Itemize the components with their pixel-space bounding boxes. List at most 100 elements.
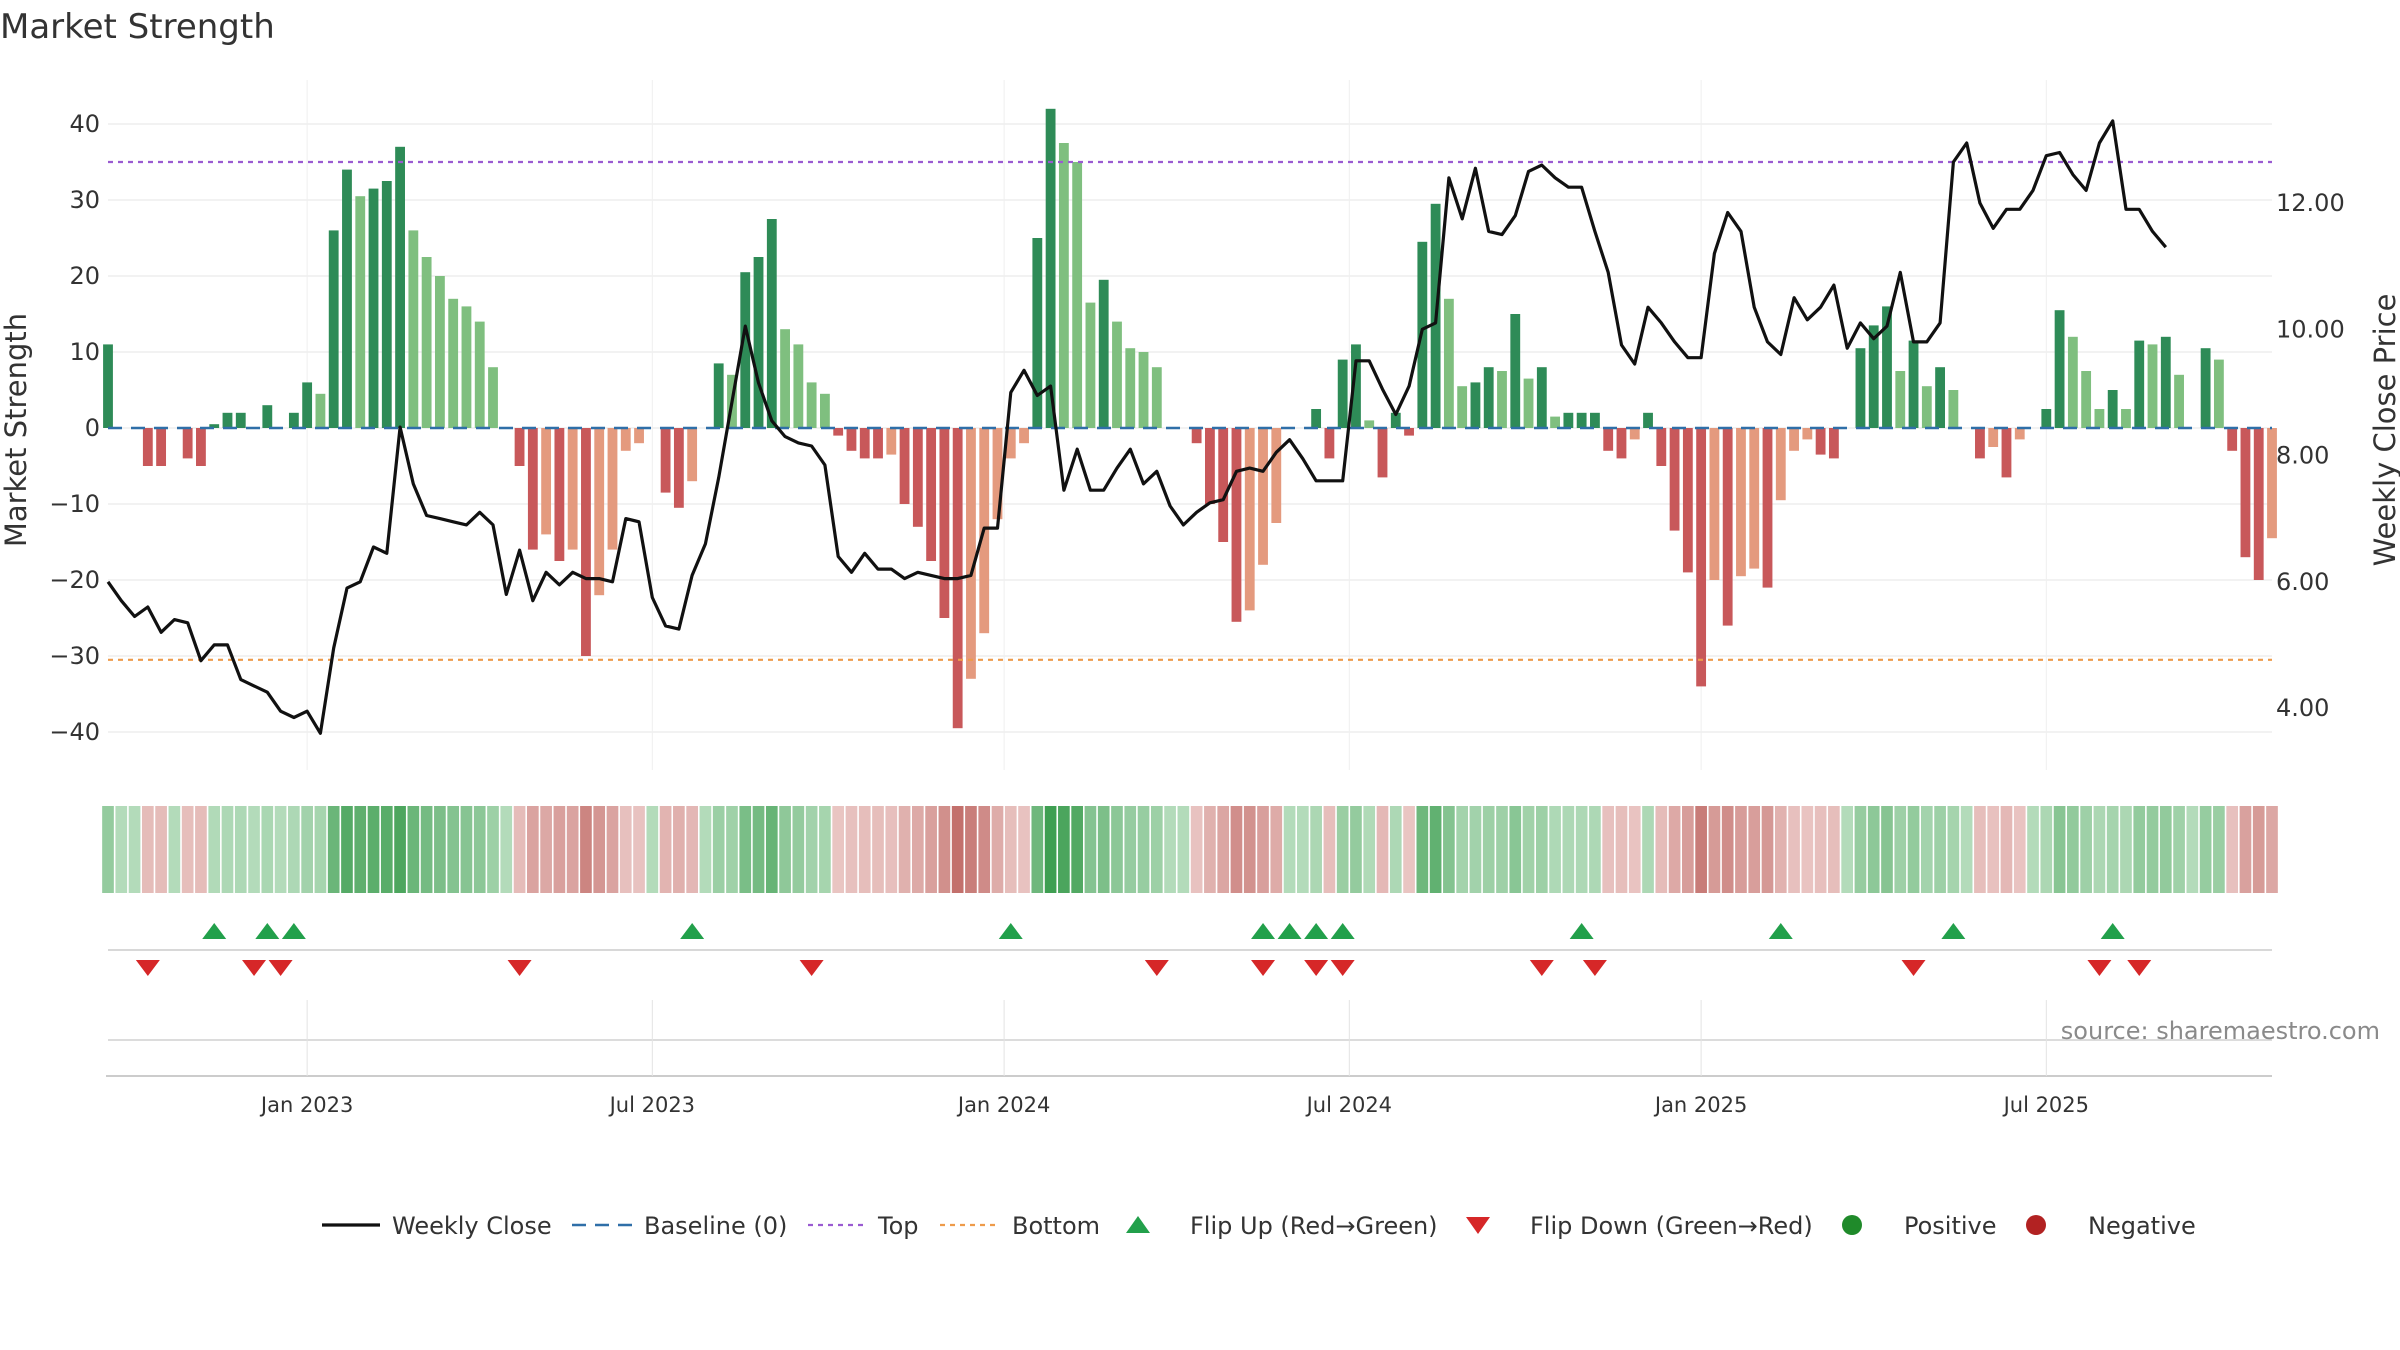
heat-cell xyxy=(2120,806,2132,893)
heat-cell xyxy=(2040,806,2053,893)
strength-bar xyxy=(1231,428,1242,622)
heat-cell xyxy=(2000,806,2013,893)
flip-up-marker xyxy=(1277,923,1302,939)
heat-cell xyxy=(2093,806,2106,893)
heat-cell xyxy=(1403,806,1415,893)
flip-down-marker xyxy=(1144,960,1169,976)
strength-bar xyxy=(2253,428,2264,580)
y2-tick-label: 12.00 xyxy=(2276,189,2345,217)
heat-cell xyxy=(1960,806,1973,893)
flip-down-marker xyxy=(1582,960,1607,976)
strength-bar xyxy=(2267,428,2277,539)
heat-cell xyxy=(2080,806,2092,893)
strength-bar xyxy=(926,428,937,561)
heat-cell xyxy=(274,806,287,893)
heat-cell xyxy=(752,806,765,893)
flip-up-marker xyxy=(1251,923,1276,939)
heat-cell xyxy=(141,806,154,893)
strength-bar xyxy=(2213,359,2224,428)
flip-up-marker xyxy=(1330,923,1355,939)
heat-cell xyxy=(1814,806,1827,893)
strength-bar xyxy=(395,146,405,429)
strength-bar xyxy=(2174,374,2184,428)
heat-cell xyxy=(686,806,698,893)
strength-bar xyxy=(182,428,193,459)
heat-cell xyxy=(646,806,659,893)
strength-bar xyxy=(2054,310,2065,428)
y-tick-label: 20 xyxy=(69,262,100,290)
flip-up-marker xyxy=(1941,923,1966,939)
heat-cell xyxy=(301,806,313,893)
strength-bar xyxy=(873,428,883,459)
heat-cell xyxy=(1137,806,1150,893)
heat-cell xyxy=(2027,806,2039,893)
heat-cell xyxy=(1429,806,1442,893)
strength-bar xyxy=(1749,428,1760,569)
strength-bar xyxy=(342,169,352,428)
heat-cell xyxy=(726,806,738,893)
strength-bar xyxy=(1457,386,1468,428)
legend-item: Negative xyxy=(2026,1212,2196,1240)
y2-tick-label: 6.00 xyxy=(2276,568,2329,596)
heat-cell xyxy=(1801,806,1814,893)
heat-cell xyxy=(1642,806,1654,893)
heat-cell xyxy=(1987,806,2000,893)
heat-cell xyxy=(1867,806,1880,893)
legend-label: Bottom xyxy=(1012,1212,1100,1240)
strength-bar xyxy=(1988,428,1999,447)
strength-bar xyxy=(2081,371,2092,428)
heat-cell xyxy=(1841,806,1854,893)
strength-bar xyxy=(1218,428,1229,542)
heat-cell xyxy=(115,806,128,893)
heat-cell xyxy=(1031,806,1044,893)
heat-cell xyxy=(261,806,274,893)
strength-bar xyxy=(1151,367,1162,428)
heat-cell xyxy=(673,806,685,893)
heat-cell xyxy=(1097,806,1110,893)
strength-bar xyxy=(1855,348,1866,428)
strength-bar xyxy=(142,428,153,466)
strength-bar xyxy=(448,298,459,428)
heat-cell xyxy=(1243,806,1256,893)
heat-cell xyxy=(1071,806,1083,893)
heat-cell xyxy=(580,806,592,893)
flip-up-marker xyxy=(1569,923,1594,939)
strength-bar xyxy=(1390,412,1401,428)
heat-cell xyxy=(1907,806,1920,893)
heat-cell xyxy=(1469,806,1482,893)
legend-item: Bottom xyxy=(940,1212,1100,1240)
heat-cell xyxy=(739,806,752,893)
strength-bar xyxy=(1404,428,1414,436)
strength-bar xyxy=(235,412,246,428)
strength-bar xyxy=(1629,428,1640,440)
strength-bar xyxy=(1536,367,1547,428)
strength-bar xyxy=(1736,428,1746,577)
heat-cell xyxy=(341,806,353,893)
strength-bar xyxy=(474,321,485,428)
strength-bar xyxy=(1550,416,1561,428)
strength-bar xyxy=(2134,340,2145,428)
y2-axis-ticks: 12.00 10.00 8.00 6.00 4.00 xyxy=(2276,189,2345,722)
strength-bar xyxy=(1377,428,1388,478)
heat-cell xyxy=(168,806,181,893)
strength-bar xyxy=(713,363,724,428)
flip-down-marker xyxy=(1901,960,1926,976)
flip-down-marker xyxy=(1330,960,1355,976)
heat-cell xyxy=(1695,806,1707,893)
y2-tick-label: 8.00 xyxy=(2276,442,2329,470)
heat-cell xyxy=(234,806,247,893)
strength-bar xyxy=(1125,348,1136,428)
heat-cell xyxy=(1828,806,1840,893)
strength-bar xyxy=(806,382,817,428)
strength-bar xyxy=(156,428,167,466)
flip-up-marker xyxy=(202,923,227,939)
y-tick-label: −30 xyxy=(49,642,100,670)
heat-cell xyxy=(1270,806,1283,893)
strength-bar xyxy=(408,230,419,428)
heat-cell xyxy=(500,806,513,893)
x-tick-label: Jul 2024 xyxy=(1305,1093,1392,1117)
strength-bar xyxy=(1616,428,1627,459)
strength-bar xyxy=(1656,428,1667,466)
strength-bar xyxy=(1112,321,1122,428)
y-tick-label: −20 xyxy=(49,566,100,594)
